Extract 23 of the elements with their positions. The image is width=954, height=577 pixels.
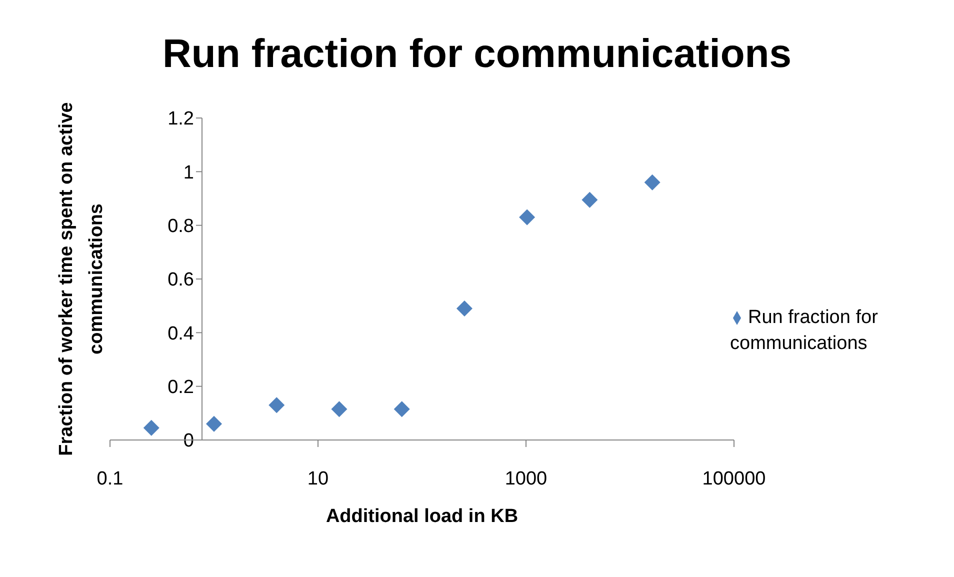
y-tick-label: 0.2 bbox=[168, 377, 194, 398]
y-tick-label: 0.8 bbox=[168, 216, 194, 238]
x-tick-label: 100000 bbox=[702, 468, 766, 490]
y-tick-label: 1.2 bbox=[168, 108, 194, 130]
y-tick-label: 0.6 bbox=[168, 270, 194, 291]
legend-label: Run fraction for communications bbox=[730, 307, 878, 354]
point bbox=[268, 397, 285, 414]
point bbox=[394, 401, 410, 418]
x-tick-label: 1000 bbox=[504, 468, 548, 490]
point bbox=[331, 401, 348, 418]
y-tick-label: 0.4 bbox=[168, 323, 194, 344]
point bbox=[143, 420, 160, 436]
point bbox=[519, 209, 536, 226]
point bbox=[456, 300, 472, 317]
y-tick-label: 1 bbox=[183, 162, 194, 184]
x-tick-label: 0.1 bbox=[96, 468, 124, 490]
point bbox=[582, 192, 598, 208]
chart-title: Run fraction for communications bbox=[162, 32, 792, 77]
x-axis-title: Additional load in KB bbox=[326, 506, 518, 527]
x-tick-label: 10 bbox=[307, 468, 329, 490]
y-axis-title: Fraction of worker time spent on active communications bbox=[56, 102, 107, 456]
point bbox=[644, 174, 660, 190]
point bbox=[206, 416, 222, 432]
